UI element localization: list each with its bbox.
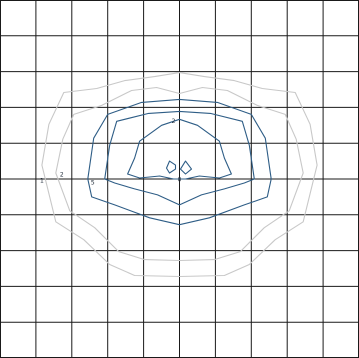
contour-line-3 [87, 98, 272, 226]
contour-label: 2 [60, 172, 64, 179]
contour-line-2 [55, 86, 304, 262]
contour-line-1 [41, 72, 318, 278]
contour-label: 2 [172, 118, 176, 125]
contour-label: 5 [91, 179, 95, 186]
contour-line-4 [104, 110, 255, 206]
contour-line-7 [179, 160, 193, 175]
label-layer: 1 2 5 2 0 [40, 118, 182, 187]
series-layer [41, 72, 318, 278]
contour-line-5 [127, 118, 232, 180]
contour-line-6 [165, 160, 177, 174]
contour-label: 0 [178, 176, 182, 183]
contour-label: 1 [40, 177, 44, 184]
